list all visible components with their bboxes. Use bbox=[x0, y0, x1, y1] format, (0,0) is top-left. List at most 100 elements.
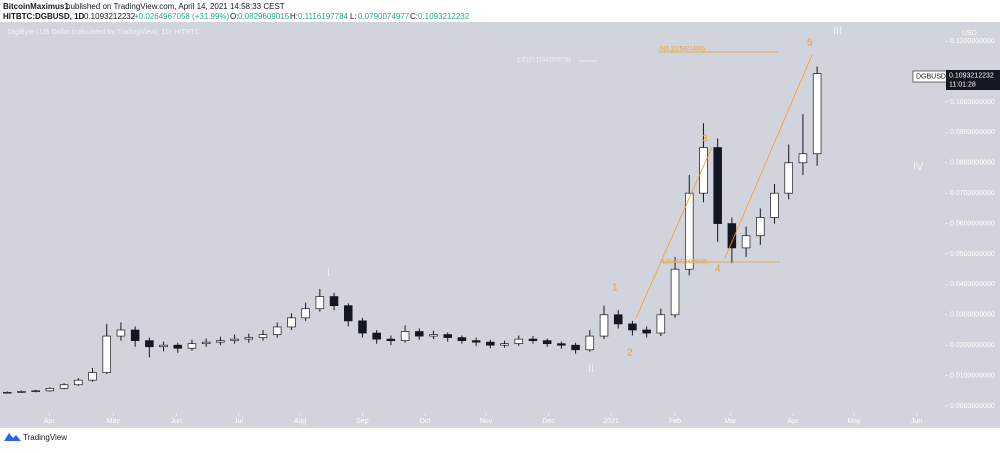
price-box bbox=[946, 70, 1000, 90]
countdown: 11:01:28 bbox=[949, 81, 976, 88]
subwave-label: 2 bbox=[627, 348, 633, 359]
candle-body bbox=[173, 344, 183, 349]
candle-body bbox=[741, 235, 751, 249]
wave-label: IV bbox=[913, 161, 924, 173]
x-tick-label: Jun bbox=[171, 418, 182, 425]
candle-body bbox=[471, 340, 481, 343]
y-tick-label: 0.0000000000 bbox=[950, 403, 995, 410]
x-tick-label: Jul bbox=[234, 418, 243, 425]
plot: 0.0000000000 0.0100000000 0.0200000000 0.03… bbox=[3, 38, 995, 425]
candle-body bbox=[88, 372, 97, 381]
candle-body bbox=[514, 338, 524, 345]
x-tick-label: May bbox=[107, 418, 121, 425]
candle-body bbox=[187, 343, 197, 349]
ohlc-key: L: bbox=[350, 12, 357, 21]
y-tick-label: 0.0400000000 bbox=[950, 281, 995, 288]
symbol-label: DGBUSD bbox=[916, 73, 946, 80]
ohlc-value: 0.0829609015 bbox=[238, 12, 290, 21]
ohlc: O: 0.0829609015 H: 0.1116197784 L: 0.07900749… bbox=[230, 12, 470, 21]
y-tick-label: 0.0600000000 bbox=[950, 220, 995, 227]
chart-background bbox=[0, 22, 1000, 428]
ohlc-value: 0.1116197784 bbox=[298, 12, 349, 21]
candle-body bbox=[784, 162, 793, 194]
candle-body bbox=[74, 379, 83, 386]
y-tick-label: 0.1000000000 bbox=[950, 99, 995, 106]
x-tick-label: Mar bbox=[724, 418, 737, 425]
candle-body bbox=[315, 296, 325, 310]
fib-top-label: 0(0.1115001406) bbox=[660, 47, 705, 53]
candle-body bbox=[812, 73, 822, 155]
x-tick-label: Apr bbox=[44, 418, 56, 425]
candle-body bbox=[528, 338, 538, 341]
candle-body bbox=[713, 147, 722, 224]
ohlc-key: C: bbox=[410, 12, 418, 21]
y-tick-label: 0.0800000000 bbox=[950, 160, 995, 167]
candle-body bbox=[230, 338, 239, 341]
candle-body bbox=[443, 334, 452, 338]
candle-body bbox=[145, 340, 154, 348]
x-tick-label: Apr bbox=[788, 418, 800, 425]
candle-body bbox=[329, 296, 339, 307]
candle-body bbox=[258, 334, 268, 338]
candle-body bbox=[358, 320, 367, 334]
candle-body bbox=[386, 338, 396, 341]
change: +0.0264967058 (+31.99%) bbox=[134, 12, 230, 21]
wave-label: I bbox=[327, 267, 330, 279]
x-tick-label: Aug bbox=[294, 418, 307, 425]
ohlc-key: O: bbox=[230, 12, 238, 21]
candle-body bbox=[585, 335, 595, 351]
candle-body bbox=[486, 341, 495, 346]
candle-body bbox=[613, 314, 623, 325]
symbol: HITBTC:DGBUSD, 1D bbox=[3, 12, 85, 21]
x-tick-label: May bbox=[847, 418, 861, 425]
candle-body bbox=[102, 335, 111, 373]
candle-body bbox=[542, 340, 552, 345]
watermark: DigiByte / US Dollar (calculated by Trad… bbox=[8, 29, 200, 36]
ohlc-value: 0.0790074977 bbox=[358, 12, 410, 21]
candle-body bbox=[642, 329, 651, 334]
fib-ext-label: 1.61(0.1144269578) bbox=[517, 58, 571, 64]
candle-body bbox=[272, 326, 282, 335]
currency: USD bbox=[962, 30, 977, 37]
ohlc-value: 0.1093212232 bbox=[418, 12, 470, 21]
candle-body bbox=[656, 314, 666, 334]
candle-body bbox=[457, 337, 467, 341]
candle-body bbox=[287, 317, 296, 328]
y-tick-label: 0.0900000000 bbox=[950, 129, 995, 136]
trend-line bbox=[724, 54, 813, 259]
price-label: 0.1093212232 bbox=[949, 72, 994, 79]
x-tick-label: Oct bbox=[420, 418, 431, 425]
x-tick-label: 2021 bbox=[603, 418, 619, 425]
logo-icon bbox=[4, 433, 21, 441]
candle-body bbox=[31, 390, 40, 392]
candle-body bbox=[45, 388, 55, 392]
y-tick-label: 0.0500000000 bbox=[950, 251, 995, 258]
candle-body bbox=[415, 331, 424, 337]
candle-body bbox=[684, 192, 694, 270]
candle-body bbox=[756, 217, 765, 237]
candle-body bbox=[557, 343, 566, 346]
candle-body bbox=[201, 341, 211, 345]
x-tick-label: Nov bbox=[480, 418, 493, 425]
subwave-label: 3 bbox=[702, 134, 708, 145]
candle-body bbox=[159, 344, 168, 348]
candle-body bbox=[429, 334, 438, 337]
candle-body bbox=[17, 391, 26, 393]
candle-body bbox=[571, 344, 580, 351]
candle-body bbox=[628, 323, 637, 331]
candle-body bbox=[400, 331, 410, 341]
author: BitcoinMaximus1 bbox=[3, 2, 69, 11]
y-tick-label: 0.0300000000 bbox=[950, 312, 995, 319]
subwave-label: 5 bbox=[807, 38, 813, 49]
y-tick-label: 0.0700000000 bbox=[950, 190, 995, 197]
subwave-label: 1 bbox=[612, 283, 618, 294]
fib-bottom-label: 1(0.0472990008) bbox=[662, 260, 708, 266]
footer-brand: TradingView bbox=[23, 433, 67, 442]
candle-body bbox=[798, 153, 808, 164]
x-tick-label: Sep bbox=[356, 418, 369, 425]
y-tick-label: 0.1200000000 bbox=[950, 38, 995, 45]
y-tick-label: 0.0200000000 bbox=[950, 342, 995, 349]
candle-body bbox=[500, 343, 509, 346]
